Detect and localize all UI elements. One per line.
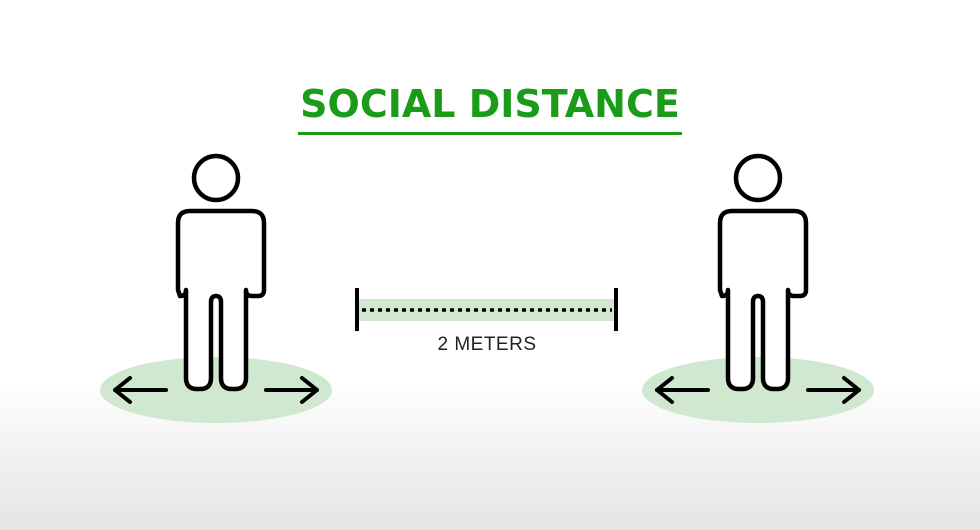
person-left-icon xyxy=(175,153,267,392)
right-zone xyxy=(642,357,874,423)
left-arrow-icon xyxy=(655,376,710,404)
distance-measure xyxy=(355,288,618,331)
person-right-icon xyxy=(717,153,809,392)
right-arrow-icon xyxy=(264,376,319,404)
left-arrow-icon xyxy=(113,376,168,404)
distance-band xyxy=(357,299,616,321)
right-arrow-icon xyxy=(806,376,861,404)
title: SOCIAL DISTANCE xyxy=(0,78,980,135)
distance-label: 2 METERS xyxy=(437,334,537,355)
title-text: SOCIAL DISTANCE xyxy=(298,78,682,135)
left-zone xyxy=(100,357,332,423)
